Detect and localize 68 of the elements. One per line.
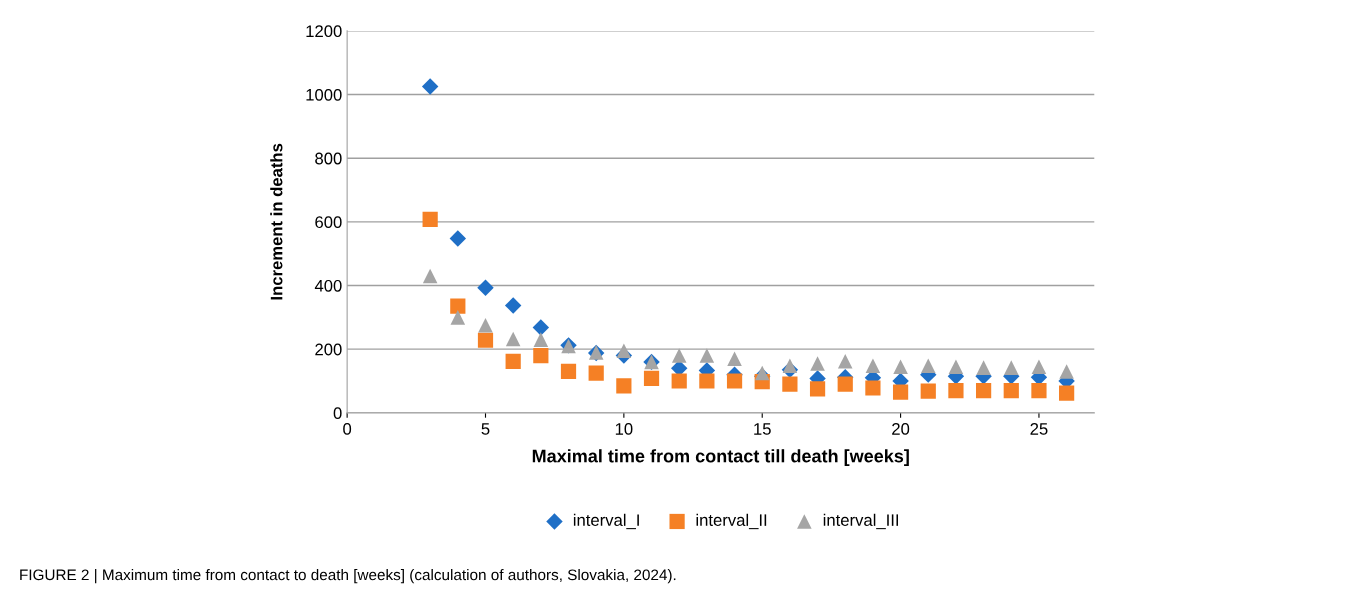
x-axis-title: Maximal time from contact till death [weeks] xyxy=(532,449,909,467)
point xyxy=(809,381,826,397)
point xyxy=(422,268,438,284)
x-tick-label: 15 xyxy=(754,423,771,435)
point xyxy=(754,365,770,381)
legend-label: interval_I xyxy=(573,513,639,530)
point xyxy=(616,378,632,394)
point xyxy=(671,348,687,363)
point xyxy=(726,373,743,389)
x-tick-label: 25 xyxy=(1030,422,1048,435)
point xyxy=(449,230,467,247)
point xyxy=(920,383,936,399)
point xyxy=(533,332,549,347)
point xyxy=(865,380,881,396)
point xyxy=(865,358,881,374)
point xyxy=(1059,364,1074,379)
y-tick-label: 600 xyxy=(315,216,342,229)
point xyxy=(976,360,991,375)
point xyxy=(505,353,521,369)
point xyxy=(976,382,992,399)
y-tick-label: 400 xyxy=(314,279,342,292)
point xyxy=(893,359,908,374)
point xyxy=(837,353,853,369)
point xyxy=(948,359,964,374)
point xyxy=(450,298,466,314)
point xyxy=(588,365,604,381)
point xyxy=(671,373,687,389)
point xyxy=(478,318,493,333)
y-tick-label: 200 xyxy=(315,343,342,356)
legend-label: interval_III xyxy=(823,513,899,530)
y-tick-label: 0 xyxy=(333,407,342,420)
point xyxy=(1003,360,1019,375)
x-tick-label: 5 xyxy=(481,423,490,435)
point xyxy=(1031,382,1047,399)
point xyxy=(1031,359,1047,374)
x-tick-label: 10 xyxy=(615,422,633,435)
point xyxy=(477,332,494,348)
point xyxy=(616,343,632,359)
legend-label: interval_II xyxy=(696,513,767,530)
y-tick-label: 1000 xyxy=(306,88,342,101)
y-axis-title: Increment in deaths xyxy=(270,143,283,300)
point xyxy=(1059,385,1075,401)
point xyxy=(532,319,550,336)
point xyxy=(643,370,660,387)
y-tick-label: 800 xyxy=(315,152,342,165)
point xyxy=(837,376,853,392)
point xyxy=(699,373,715,389)
point xyxy=(782,376,798,392)
point xyxy=(727,351,742,367)
point xyxy=(422,211,438,227)
point xyxy=(699,348,715,363)
point xyxy=(920,358,936,374)
point xyxy=(560,363,577,380)
point xyxy=(421,78,439,95)
y-tick-label: 1200 xyxy=(306,25,342,38)
point xyxy=(504,297,522,314)
caption: FIGURE 2 | Maximum time from contact to death [weeks] (calculation of authors, Slovakia, 2024). xyxy=(20,569,676,584)
point xyxy=(948,382,964,399)
point xyxy=(450,310,466,325)
x-tick-label: 0 xyxy=(343,422,352,435)
x-tick-label: 20 xyxy=(892,422,910,435)
point xyxy=(1003,382,1019,399)
point xyxy=(477,279,494,296)
point xyxy=(505,331,521,347)
point xyxy=(782,358,798,374)
point xyxy=(810,356,825,371)
point xyxy=(892,384,909,400)
point xyxy=(533,347,549,364)
